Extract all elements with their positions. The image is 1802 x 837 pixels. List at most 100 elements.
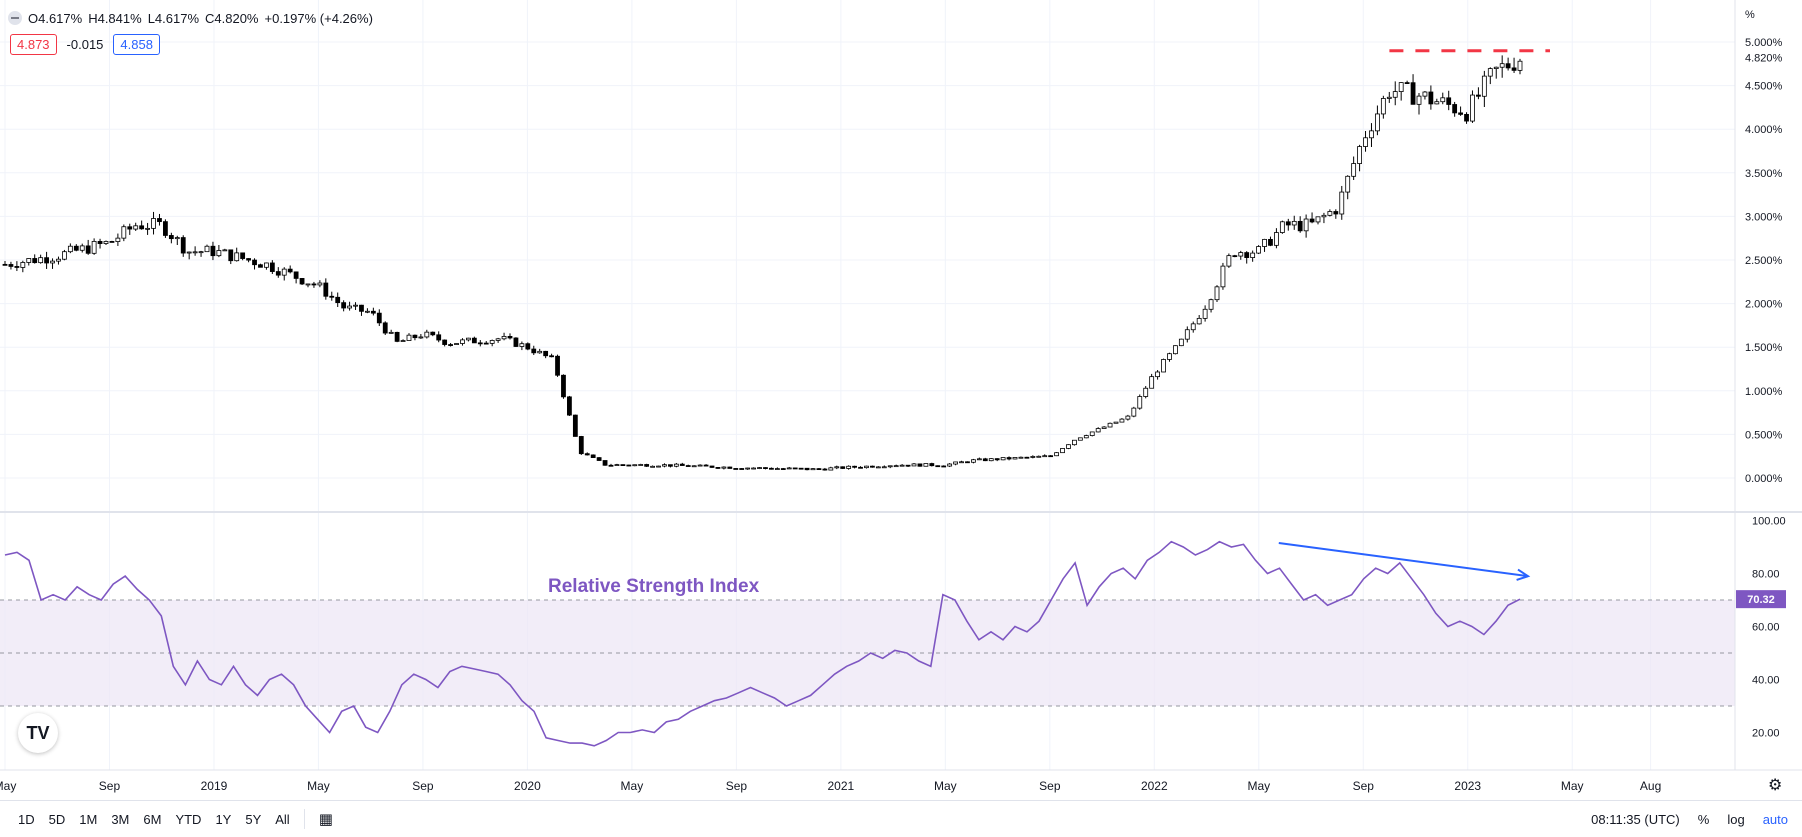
candle-body bbox=[929, 463, 935, 467]
trend-arrow-shaft bbox=[1278, 542, 1529, 578]
ohlc-low: L4.617% bbox=[147, 10, 200, 26]
collapse-legend-icon[interactable] bbox=[8, 11, 22, 25]
candle-body bbox=[810, 468, 816, 471]
candle-body bbox=[1410, 82, 1416, 105]
candle-body bbox=[477, 342, 483, 345]
range-button-5d[interactable]: 5D bbox=[48, 811, 66, 827]
range-button-3m[interactable]: 3M bbox=[111, 811, 130, 827]
time-tick-label: May bbox=[307, 779, 330, 793]
sell-price-button[interactable]: 4.873 bbox=[10, 34, 57, 55]
range-button-all[interactable]: All bbox=[275, 811, 290, 827]
clock-time[interactable]: 08:11:35 (UTC) bbox=[1591, 811, 1680, 827]
candle-body bbox=[549, 355, 554, 358]
candle-body bbox=[1446, 97, 1452, 105]
candle-body bbox=[1256, 246, 1261, 254]
range-button-5y[interactable]: 5Y bbox=[245, 811, 262, 827]
ohlc-high: H4.841% bbox=[88, 10, 142, 26]
range-button-1y[interactable]: 1Y bbox=[215, 811, 232, 827]
candle-body bbox=[103, 241, 109, 244]
candle-body bbox=[174, 237, 180, 240]
candle-body bbox=[1119, 418, 1125, 423]
candle-body bbox=[1066, 444, 1071, 449]
range-button-ytd[interactable]: YTD bbox=[175, 811, 202, 827]
candle-body bbox=[947, 463, 953, 467]
candle-body bbox=[1434, 101, 1440, 105]
range-button-1m[interactable]: 1M bbox=[79, 811, 98, 827]
candle-body bbox=[501, 336, 507, 340]
candle-body bbox=[1315, 216, 1321, 223]
toolbar-divider bbox=[303, 809, 305, 829]
candle-body bbox=[976, 458, 982, 461]
candle-body bbox=[1030, 456, 1036, 458]
tradingview-logo[interactable]: TV bbox=[18, 713, 58, 753]
trend-arrow-head bbox=[1516, 568, 1531, 581]
candle-body bbox=[1398, 82, 1404, 92]
candle-body bbox=[1268, 238, 1273, 246]
candle-body bbox=[1369, 130, 1374, 139]
candle-body bbox=[394, 331, 400, 342]
buy-price-button[interactable]: 4.858 bbox=[113, 34, 160, 55]
rsi-tick-label: 100.00 bbox=[1752, 516, 1786, 528]
candle-body bbox=[792, 467, 798, 470]
time-axis[interactable]: May Sep 2019 May Sep 2020 May Sep 2021 May Sep 2022… bbox=[0, 779, 1661, 793]
candle-body bbox=[1167, 353, 1172, 360]
candle-body bbox=[1416, 95, 1422, 105]
candle-body bbox=[376, 312, 382, 324]
candle-body bbox=[454, 343, 459, 346]
candle-body bbox=[109, 241, 115, 243]
candle-body bbox=[1333, 211, 1339, 215]
candle-body bbox=[246, 258, 251, 261]
bottom-toolbar: 1D 5D 1M 3M 6M YTD 1Y 5Y All ▦ 08:11:35 (UTC) % … bbox=[0, 800, 1802, 837]
time-tick-label: 2023 bbox=[1454, 779, 1481, 793]
candle-body bbox=[436, 334, 442, 341]
candle-body bbox=[1006, 457, 1012, 460]
log-toggle[interactable]: log bbox=[1727, 811, 1745, 827]
candle-body bbox=[335, 296, 341, 304]
candle-body bbox=[870, 465, 875, 468]
price-unit-label: % bbox=[1745, 9, 1755, 21]
candle-body bbox=[157, 218, 162, 223]
candle-body bbox=[1250, 252, 1256, 258]
candle-body bbox=[893, 465, 899, 468]
candle-body bbox=[656, 465, 661, 468]
candle-body bbox=[1196, 317, 1202, 325]
time-tick-label: Sep bbox=[726, 779, 748, 793]
candle-body bbox=[1190, 323, 1196, 331]
rsi-axis[interactable]: 100.00 80.00 60.00 40.00 20.00 70.32 bbox=[1736, 516, 1786, 740]
candle-body bbox=[50, 260, 55, 264]
range-button-6m[interactable]: 6M bbox=[143, 811, 162, 827]
range-buttons: 1D 5D 1M 3M 6M YTD 1Y 5Y All bbox=[18, 812, 290, 827]
chart-area[interactable]: 5.000% 4.500% 4.000% 3.500% 3.000% 2.500% 2.00… bbox=[0, 0, 1802, 800]
time-tick-label: May bbox=[1561, 779, 1584, 793]
candle-body bbox=[1481, 75, 1487, 97]
price-axis[interactable]: 5.000% 4.500% 4.000% 3.500% 3.000% 2.500% 2.00… bbox=[1745, 37, 1783, 485]
price-last-label: 4.820% bbox=[1745, 53, 1783, 65]
candle-body bbox=[763, 467, 768, 469]
time-tick-label: 2020 bbox=[514, 779, 541, 793]
candle-body bbox=[1274, 232, 1279, 246]
price-tick-label: 4.000% bbox=[1745, 124, 1783, 136]
rsi-tick-label: 40.00 bbox=[1752, 675, 1780, 687]
candle-body bbox=[881, 466, 887, 469]
candle-body bbox=[489, 340, 495, 344]
candle-body bbox=[73, 245, 79, 251]
date-range-icon[interactable]: ▦ bbox=[318, 811, 333, 828]
candle-body bbox=[816, 468, 822, 471]
settings-gear-icon[interactable]: ⚙ bbox=[1768, 775, 1782, 794]
candle-body bbox=[121, 226, 127, 239]
candle-body bbox=[626, 464, 632, 467]
candle-body bbox=[91, 241, 97, 254]
price-tick-label: 2.500% bbox=[1745, 255, 1783, 267]
candle-body bbox=[56, 258, 61, 262]
candle-body bbox=[840, 466, 846, 469]
time-tick-label: Aug bbox=[1640, 779, 1661, 793]
percent-toggle[interactable]: % bbox=[1697, 811, 1710, 827]
time-tick-label: 2022 bbox=[1141, 779, 1168, 793]
candle-body bbox=[370, 310, 376, 314]
candle-body bbox=[269, 262, 275, 272]
auto-scale-toggle[interactable]: auto bbox=[1762, 811, 1788, 827]
candle-body bbox=[1303, 218, 1309, 232]
candle-body bbox=[561, 374, 566, 398]
range-button-1d[interactable]: 1D bbox=[18, 811, 35, 827]
candle-body bbox=[1054, 452, 1059, 457]
